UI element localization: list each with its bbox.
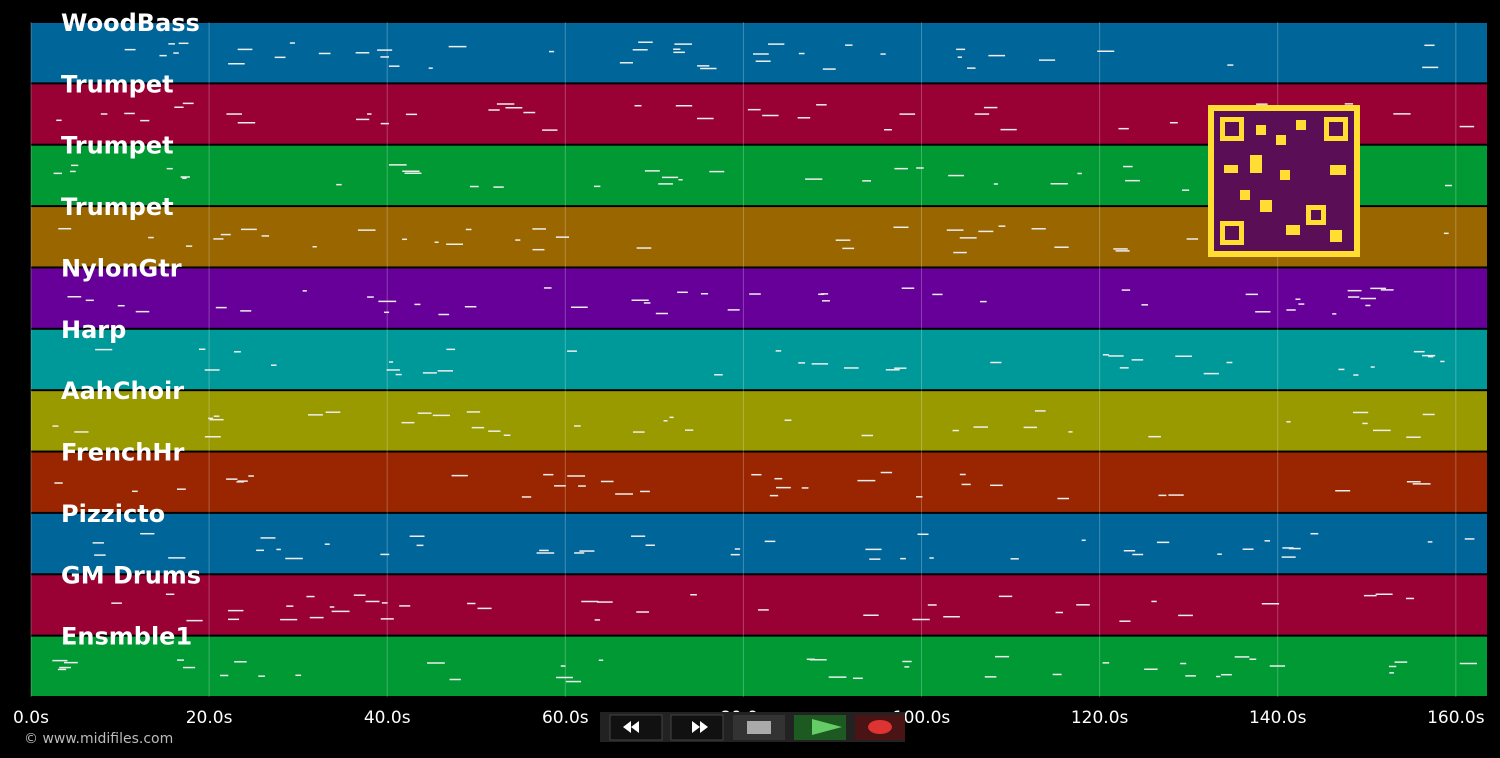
track-labels: WoodBass Trumpet Trumpet Trumpet NylonGtr Har… bbox=[61, 9, 201, 651]
track-lane bbox=[31, 391, 1487, 451]
track-name: FrenchHr bbox=[61, 439, 184, 467]
tracks bbox=[31, 23, 1487, 696]
track-name: Pizzicto bbox=[61, 500, 165, 528]
footer: © www.midifiles.com bbox=[24, 731, 173, 747]
track-name: NylonGtr bbox=[61, 254, 182, 282]
time-tick-label: 160.0s bbox=[1427, 708, 1485, 728]
track-lane bbox=[31, 268, 1487, 328]
time-tick-label: 40.0s bbox=[364, 708, 411, 728]
transport-controls bbox=[600, 712, 905, 742]
track-name: Trumpet bbox=[61, 132, 174, 160]
track-name: Trumpet bbox=[61, 193, 174, 221]
play-button[interactable] bbox=[794, 715, 846, 740]
track-name: Trumpet bbox=[61, 70, 174, 98]
track-name: AahChoir bbox=[61, 377, 184, 405]
time-tick-label: 100.0s bbox=[893, 708, 951, 728]
track-lane bbox=[31, 575, 1487, 635]
track-lane bbox=[31, 452, 1487, 512]
time-tick-label: 0.0s bbox=[13, 708, 49, 728]
track-lane bbox=[31, 329, 1487, 390]
forward-button[interactable] bbox=[670, 714, 724, 741]
track-name: Ensmble1 bbox=[61, 623, 192, 651]
time-tick-label: 20.0s bbox=[186, 708, 233, 728]
qr-code bbox=[1208, 105, 1360, 257]
track-lane bbox=[31, 23, 1487, 83]
stop-button[interactable] bbox=[733, 715, 785, 740]
time-tick-label: 60.0s bbox=[542, 708, 589, 728]
time-tick-label: 140.0s bbox=[1249, 708, 1307, 728]
track-name: WoodBass bbox=[61, 9, 200, 37]
time-tick-label: 120.0s bbox=[1071, 708, 1129, 728]
rewind-button[interactable] bbox=[609, 714, 663, 741]
track-name: GM Drums bbox=[61, 561, 201, 589]
track-lane bbox=[31, 513, 1487, 574]
track-name: Harp bbox=[61, 316, 126, 344]
track-lane bbox=[31, 636, 1487, 696]
record-button[interactable] bbox=[855, 715, 905, 740]
